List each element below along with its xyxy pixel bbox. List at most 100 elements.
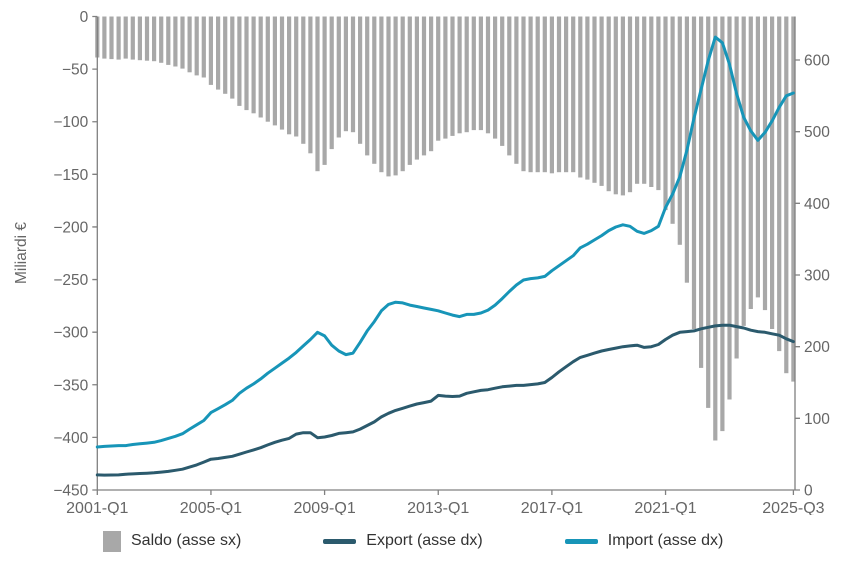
saldo-bar: [599, 16, 604, 186]
saldo-bar: [251, 16, 256, 114]
y-right-tick-label: 0: [804, 483, 813, 500]
saldo-bar: [471, 16, 476, 131]
saldo-bar: [741, 16, 746, 326]
saldo-bar: [777, 16, 782, 352]
saldo-bar: [535, 16, 540, 173]
saldo-bar: [699, 16, 704, 368]
y-left-tick-label: −100: [53, 114, 88, 131]
x-tick-label: 2025-Q3: [762, 500, 824, 515]
saldo-bar: [493, 16, 498, 139]
saldo-bar: [748, 16, 753, 309]
saldo-bar: [762, 16, 768, 311]
saldo-bar: [734, 16, 739, 359]
legend-item-export: Export (asse dx): [323, 532, 483, 550]
saldo-bar: [187, 16, 192, 73]
y-right-tick-label: 400: [804, 196, 830, 213]
saldo-bar: [564, 16, 569, 173]
saldo-bar: [677, 16, 682, 245]
saldo-bar: [315, 16, 320, 172]
y-left-tick-label: −400: [53, 430, 88, 447]
saldo-bar: [166, 16, 171, 65]
x-tick-label: 2013-Q1: [407, 500, 469, 515]
saldo-bar: [301, 16, 306, 144]
tick-labels: 0 −50 −100 −150 −200 −250 −300 −350 −400 −450 0 100…: [53, 9, 830, 517]
saldo-bar: [116, 16, 121, 60]
saldo-bar: [386, 16, 391, 177]
export-line: [95, 323, 795, 477]
legend-label-saldo: Saldo (asse sx): [131, 532, 242, 549]
saldo-bars: [95, 16, 796, 441]
saldo-bar: [592, 16, 597, 183]
saldo-bar: [443, 16, 448, 139]
saldo-bar: [201, 16, 206, 78]
saldo-bar: [137, 16, 142, 61]
y-left-tick-label: 0: [80, 9, 89, 26]
saldo-bar: [635, 16, 640, 184]
saldo-bar: [670, 16, 675, 224]
saldo-bar: [755, 16, 760, 298]
saldo-bar: [223, 16, 228, 94]
saldo-bar: [720, 16, 725, 432]
saldo-bar: [159, 16, 164, 63]
saldo-bar: [606, 16, 611, 192]
saldo-bar: [500, 16, 505, 146]
saldo-bar: [279, 16, 285, 130]
saldo-bar: [585, 16, 590, 180]
saldo-bar: [393, 16, 398, 176]
saldo-bar: [365, 16, 370, 156]
saldo-bar: [549, 16, 554, 174]
saldo-bar: [528, 16, 533, 173]
saldo-bar: [130, 16, 135, 60]
saldo-bar: [109, 16, 114, 60]
saldo-bar: [123, 16, 128, 59]
saldo-bar: [237, 16, 242, 106]
import-swatch-icon: [564, 538, 598, 544]
x-tick-label: 2001-Q1: [66, 500, 128, 515]
y-left-tick-label: −150: [53, 167, 88, 184]
axis-ticks: [92, 15, 800, 495]
saldo-bar: [542, 16, 547, 173]
x-tick-label: 2017-Q1: [521, 500, 583, 515]
y-right-tick-label: 500: [804, 124, 830, 141]
saldo-bar: [727, 16, 732, 400]
saldo-bar: [627, 16, 633, 193]
saldo-bar: [372, 16, 377, 164]
legend-item-import: Import (asse dx): [564, 532, 723, 550]
y-left-tick-label: −300: [53, 325, 88, 342]
saldo-bar: [322, 16, 327, 165]
saldo-bar: [507, 16, 512, 156]
saldo-swatch-icon: [103, 530, 121, 552]
saldo-bar: [308, 16, 313, 154]
import-line: [95, 35, 795, 449]
saldo-bar: [464, 16, 469, 133]
saldo-bar: [457, 16, 462, 134]
y-left-tick-label: −50: [62, 62, 89, 79]
saldo-bar: [144, 16, 150, 61]
y-right-tick-label: 100: [804, 411, 830, 428]
y-left-tick-label: −250: [53, 272, 88, 289]
saldo-bar: [173, 16, 178, 67]
saldo-bar: [642, 16, 647, 184]
saldo-bar: [180, 16, 185, 69]
saldo-bar: [521, 16, 526, 172]
y-right-tick-label: 200: [804, 339, 830, 356]
y-axis-title: Miliardi €: [13, 221, 30, 285]
y-left-tick-label: −450: [53, 483, 88, 500]
chart-svg: 0 −50 −100 −150 −200 −250 −300 −350 −400 −450 0 100…: [53, 9, 830, 517]
saldo-bar: [343, 16, 348, 132]
saldo-bar: [230, 16, 235, 99]
saldo-bar: [429, 16, 434, 152]
saldo-bar: [706, 16, 711, 408]
saldo-bar: [450, 16, 455, 136]
saldo-bar: [194, 16, 199, 76]
legend-item-saldo: Saldo (asse sx): [103, 530, 242, 552]
saldo-bar: [152, 16, 157, 62]
saldo-bar: [287, 16, 292, 135]
saldo-bar: [265, 16, 270, 122]
saldo-bar: [421, 16, 427, 156]
saldo-bar: [578, 16, 583, 178]
x-tick-label: 2009-Q1: [293, 500, 355, 515]
legend: Saldo (asse sx) Export (asse dx) Import …: [0, 518, 855, 564]
saldo-bar: [649, 16, 654, 187]
saldo-bar: [414, 16, 419, 160]
